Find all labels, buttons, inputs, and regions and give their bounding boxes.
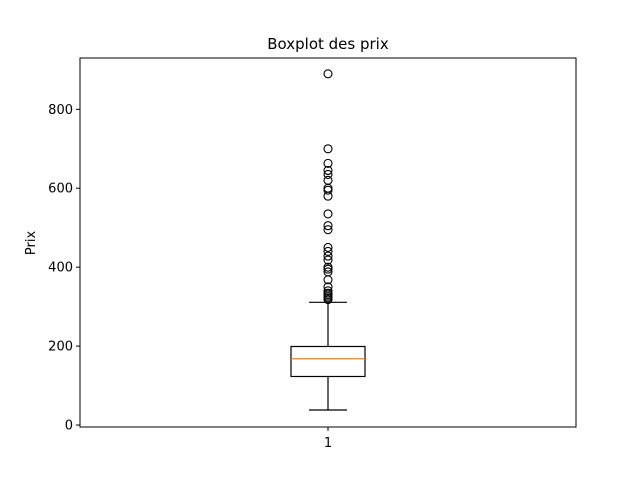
outlier-point xyxy=(323,158,333,168)
iqr-box xyxy=(290,345,366,378)
outlier-point xyxy=(323,185,333,195)
outlier-point xyxy=(323,183,333,193)
chart-title: Boxplot des prix xyxy=(267,35,389,53)
outlier-point xyxy=(323,175,333,185)
y-tick-label: 400 xyxy=(48,261,73,276)
outlier-point xyxy=(323,255,333,265)
outlier-point xyxy=(323,288,333,298)
box-series xyxy=(290,69,366,411)
outlier-point xyxy=(323,209,333,219)
y-axis-label: Prix xyxy=(24,231,39,256)
y-tick-label: 0 xyxy=(65,419,73,434)
y-axis: 0 200 400 600 800 xyxy=(48,103,80,434)
outlier-point xyxy=(323,169,333,179)
y-tick-label: 200 xyxy=(48,340,73,355)
outlier-point xyxy=(323,225,333,235)
outlier-point xyxy=(323,262,333,272)
outlier-point xyxy=(323,165,333,176)
outlier-point xyxy=(323,246,333,256)
outlier-point xyxy=(323,242,333,252)
outlier-point xyxy=(323,144,333,154)
outlier-point xyxy=(323,69,333,79)
box-group xyxy=(290,69,366,411)
plot-area xyxy=(79,57,577,428)
x-axis: 1 xyxy=(324,427,332,451)
outlier-point xyxy=(323,286,333,296)
y-tick-label: 800 xyxy=(48,103,73,118)
x-tick-label: 1 xyxy=(324,436,332,451)
outlier-point xyxy=(323,282,333,292)
outlier-point xyxy=(323,267,333,277)
outlier-point xyxy=(323,251,333,261)
outlier-point xyxy=(323,221,333,231)
y-tick-label: 600 xyxy=(48,182,73,197)
